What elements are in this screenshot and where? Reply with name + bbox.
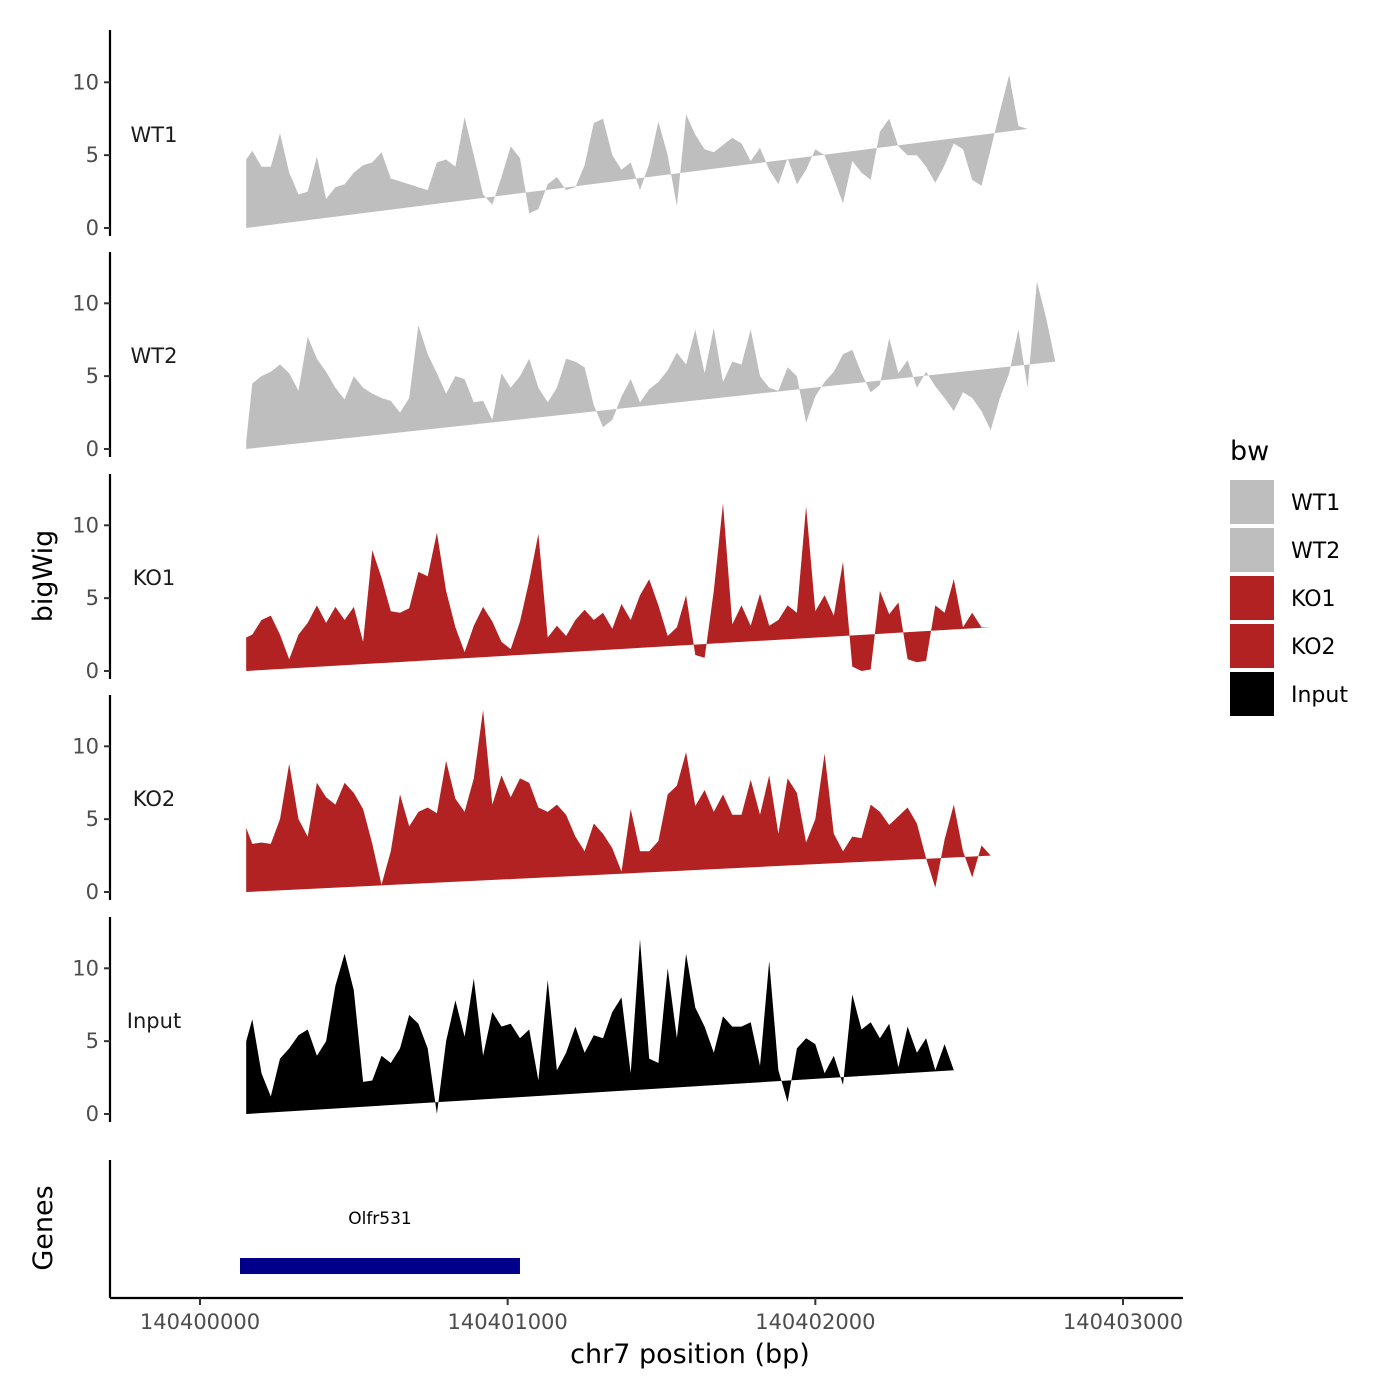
gene-olfr531	[239, 1258, 520, 1274]
y-tick-label: 0	[86, 659, 99, 683]
x-tick-label: 140402000	[755, 1310, 875, 1334]
y-tick-label: 10	[72, 513, 99, 537]
y-tick-label: 5	[86, 807, 99, 831]
legend-label: WT2	[1291, 539, 1340, 564]
gene-panel-label: Genes	[28, 1185, 59, 1270]
x-tick-label: 140401000	[448, 1310, 568, 1334]
track-wt1: 0 5 10 WT1	[72, 30, 1028, 240]
legend-item-input: Input	[1230, 672, 1348, 716]
track-area-wt1	[246, 75, 1028, 228]
track-ko1: 0 5 10 KO1	[72, 474, 991, 683]
track-area-input	[246, 939, 954, 1114]
legend-swatch	[1230, 576, 1274, 620]
y-tick-label: 10	[72, 956, 99, 980]
legend-item-ko2: KO2	[1230, 624, 1336, 668]
legend-swatch	[1230, 624, 1274, 668]
legend-label: KO1	[1291, 587, 1336, 612]
y-tick-label: 10	[72, 734, 99, 758]
y-tick-label: 10	[72, 291, 99, 315]
y-tick-label: 5	[86, 143, 99, 167]
legend-title: bw	[1230, 436, 1269, 467]
tracks-layer: 0 5 10 WT1 0 5 10 WT2 0 5 10 KO1 0 5 10 KO2 0 5 10 Input big…	[28, 30, 1056, 1126]
y-tick-label: 5	[86, 586, 99, 610]
x-axis-title: chr7 position (bp)	[570, 1339, 810, 1370]
track-area-ko1	[246, 503, 991, 671]
legend-swatch	[1230, 672, 1274, 716]
track-label: Input	[127, 1009, 181, 1033]
track-wt2: 0 5 10 WT2	[72, 252, 1056, 461]
x-tick-label: 140400000	[140, 1310, 260, 1334]
track-area-ko2	[246, 709, 991, 892]
track-ko2: 0 5 10 KO2	[72, 695, 991, 904]
legend-swatch	[1230, 528, 1274, 572]
legend: bw WT1 WT2 KO1 KO2 Input	[1230, 436, 1348, 716]
y-tick-label: 0	[86, 216, 99, 240]
gene-label: Olfr531	[348, 1209, 412, 1229]
track-input: 0 5 10 Input	[72, 917, 954, 1126]
y-tick-label: 5	[86, 364, 99, 388]
track-area-wt2	[246, 281, 1056, 449]
x-axis: 140400000 140401000 140402000 140403000 chr7…	[110, 1296, 1183, 1370]
legend-item-wt1: WT1	[1230, 480, 1340, 524]
legend-swatch	[1230, 480, 1274, 524]
y-axis-title: bigWig	[28, 530, 59, 623]
track-label: WT1	[131, 123, 178, 147]
y-tick-label: 10	[72, 70, 99, 94]
legend-item-wt2: WT2	[1230, 528, 1340, 572]
gene-panel: Genes Olfr531	[28, 1160, 520, 1298]
y-tick-label: 5	[86, 1029, 99, 1053]
legend-item-ko1: KO1	[1230, 576, 1336, 620]
x-tick-label: 140403000	[1063, 1310, 1183, 1334]
legend-label: Input	[1291, 683, 1348, 708]
legend-label: KO2	[1291, 635, 1336, 660]
legend-label: WT1	[1291, 491, 1340, 516]
y-tick-label: 0	[86, 437, 99, 461]
y-tick-label: 0	[86, 880, 99, 904]
track-label: KO2	[133, 787, 176, 811]
track-label: WT2	[131, 344, 178, 368]
y-tick-label: 0	[86, 1102, 99, 1126]
track-label: KO1	[133, 566, 176, 590]
